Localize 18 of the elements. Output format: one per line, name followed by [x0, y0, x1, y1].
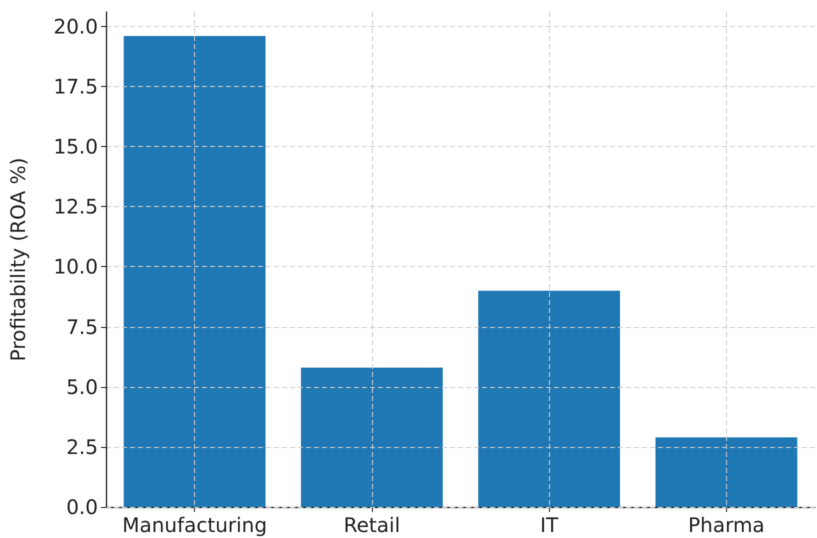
- bar: [300, 368, 443, 507]
- x-tick-label: Pharma: [688, 513, 765, 537]
- y-axis-title: Profitability (ROA %): [6, 158, 30, 362]
- y-tick-label: 17.5: [53, 74, 98, 98]
- bar: [655, 437, 798, 507]
- x-tick-label: IT: [540, 513, 559, 537]
- y-tick-label: 10.0: [53, 254, 98, 279]
- y-tick-label: 0.0: [66, 495, 98, 519]
- y-tick-label: 15.0: [53, 134, 98, 159]
- y-tick-label: 2.5: [66, 434, 98, 459]
- y-tick-label: 5.0: [66, 374, 98, 399]
- x-tick-label: Manufacturing: [122, 513, 268, 537]
- y-tick-label: 7.5: [66, 314, 98, 339]
- bar: [478, 290, 620, 507]
- bar: [124, 36, 266, 507]
- y-tick-label: 20.0: [53, 14, 98, 38]
- x-tick-label: Retail: [344, 513, 400, 537]
- y-tick-label: 12.5: [53, 194, 98, 219]
